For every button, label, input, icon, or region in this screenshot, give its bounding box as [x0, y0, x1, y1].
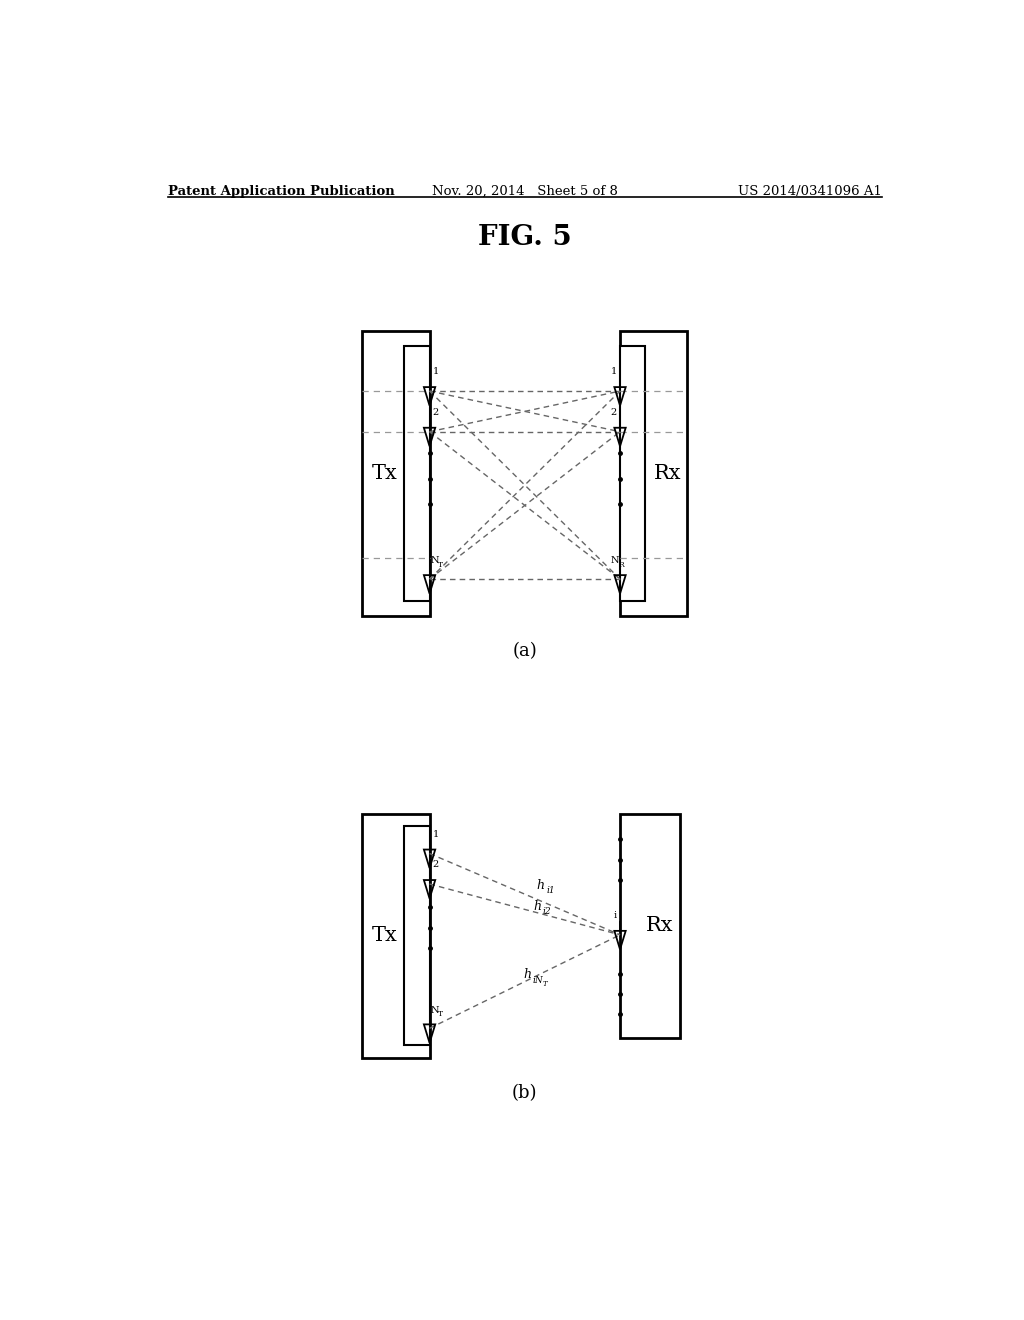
- Text: 2: 2: [610, 408, 616, 417]
- Text: T: T: [438, 1010, 443, 1018]
- Text: 1: 1: [433, 830, 439, 840]
- Bar: [620, 331, 687, 615]
- Text: Rx: Rx: [646, 916, 674, 936]
- Text: T: T: [438, 561, 443, 569]
- Text: N: N: [430, 557, 439, 565]
- Text: (b): (b): [512, 1085, 538, 1102]
- Text: h: h: [534, 900, 542, 913]
- Text: Tx: Tx: [372, 927, 397, 945]
- Text: FIG. 5: FIG. 5: [478, 224, 571, 252]
- Text: iN: iN: [532, 975, 544, 985]
- Text: T: T: [543, 981, 547, 989]
- Text: US 2014/0341096 A1: US 2014/0341096 A1: [738, 185, 882, 198]
- Text: 1: 1: [433, 367, 439, 376]
- Text: i: i: [613, 911, 616, 920]
- Bar: [404, 346, 430, 601]
- Bar: [362, 331, 430, 615]
- Text: 1: 1: [610, 367, 616, 376]
- Bar: [362, 814, 430, 1057]
- Bar: [620, 346, 645, 601]
- Text: 2: 2: [433, 861, 439, 870]
- Text: i1: i1: [546, 886, 555, 895]
- Text: R: R: [618, 561, 625, 569]
- Text: Rx: Rx: [654, 465, 681, 483]
- Text: Tx: Tx: [372, 465, 397, 483]
- Text: Patent Application Publication: Patent Application Publication: [168, 185, 394, 198]
- Text: 2: 2: [433, 408, 439, 417]
- Bar: [404, 826, 430, 1044]
- Text: N: N: [430, 1006, 439, 1015]
- Text: N: N: [610, 557, 620, 565]
- Text: Nov. 20, 2014   Sheet 5 of 8: Nov. 20, 2014 Sheet 5 of 8: [432, 185, 617, 198]
- Bar: [620, 814, 680, 1038]
- Text: h: h: [537, 879, 545, 892]
- Text: (a): (a): [512, 643, 538, 660]
- Text: i2: i2: [543, 907, 552, 916]
- Text: h: h: [523, 968, 531, 981]
